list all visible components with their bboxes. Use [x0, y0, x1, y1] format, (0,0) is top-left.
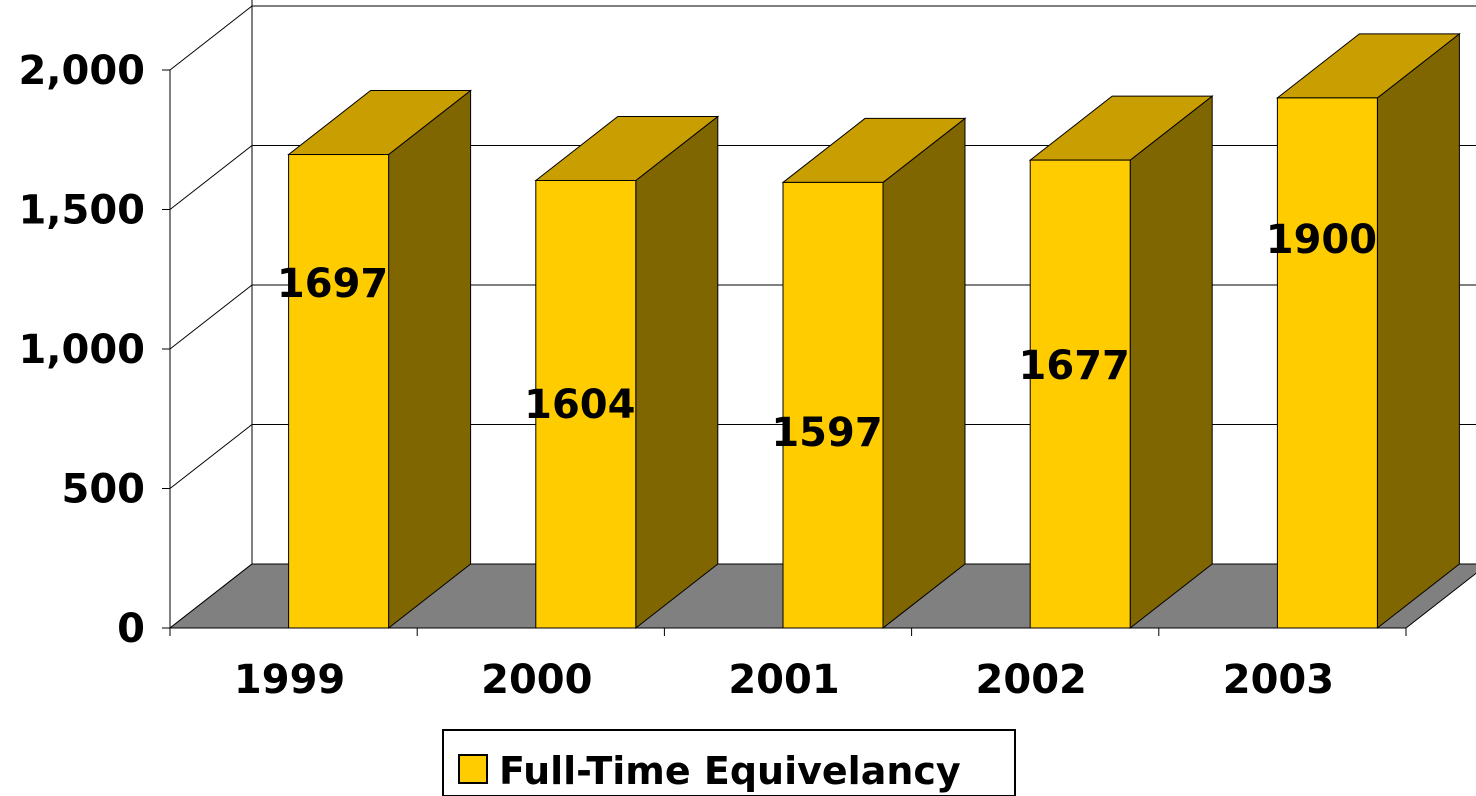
y-axis-tick-labels: 0 500 1,000 1,500 2,000: [18, 48, 145, 652]
data-label: 1677: [1019, 343, 1130, 389]
x-tick-label: 2000: [481, 657, 592, 703]
bar-side-face: [1376, 32, 1460, 630]
legend-label: Full-Time Equivelancy: [499, 749, 961, 793]
bar-side-face: [1129, 95, 1213, 630]
bar-1999: [287, 89, 473, 630]
y-tick-label: 1,000: [18, 327, 145, 373]
bar-2000: [534, 115, 720, 630]
gridline-side: [169, 145, 253, 210]
y-tick-label: 1,500: [18, 188, 145, 234]
data-labels: 1697 1604 1597 1677 1900: [277, 217, 1377, 456]
bar-front-face: [782, 181, 884, 629]
y-tick-label: 0: [117, 606, 145, 652]
bar-side-face: [388, 89, 472, 630]
bar-front-face: [535, 179, 637, 629]
y-tick-label: 500: [62, 467, 146, 513]
x-tick-label: 2002: [976, 657, 1087, 703]
gridline-side: [169, 5, 253, 71]
bar-front-face: [288, 154, 390, 629]
data-label: 1597: [771, 410, 882, 456]
bars: [287, 32, 1461, 630]
y-tick-label: 2,000: [18, 48, 145, 94]
data-label: 1604: [524, 382, 635, 428]
gridline-side: [169, 424, 253, 489]
data-label: 1697: [277, 261, 388, 307]
data-label: 1900: [1266, 217, 1377, 263]
gridline-side: [169, 284, 253, 350]
legend-box: [442, 729, 1016, 796]
x-tick-label: 2001: [728, 657, 839, 703]
bar-front-face: [1029, 159, 1131, 629]
x-tick-label: 2003: [1223, 657, 1334, 703]
bar-side-face: [882, 117, 966, 630]
legend: Full-Time Equivelancy: [442, 729, 1016, 796]
bar-front-face: [1276, 97, 1378, 629]
x-axis-tick-labels: 1999 2000 2001 2002 2003: [234, 657, 1334, 703]
bar-2002: [1028, 95, 1214, 630]
bar-2003: [1275, 32, 1461, 630]
bar-side-face: [635, 115, 719, 630]
x-tick-label: 1999: [234, 657, 345, 703]
legend-swatch: [458, 754, 488, 784]
bar-2001: [781, 117, 967, 630]
